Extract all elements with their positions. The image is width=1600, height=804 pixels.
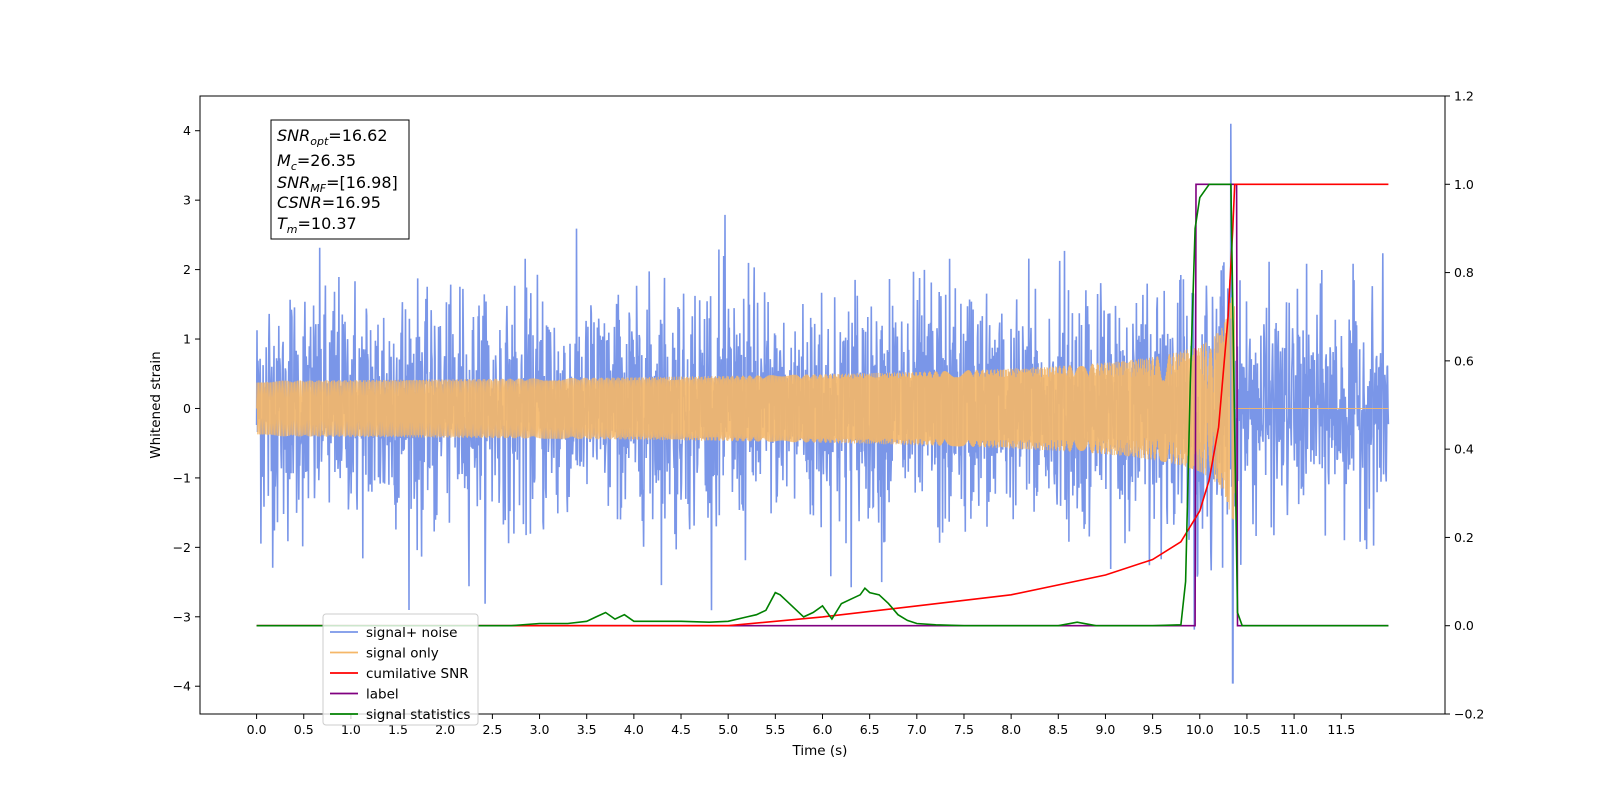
legend-label: cumilative SNR bbox=[366, 666, 469, 682]
x-tick-label: 11.5 bbox=[1327, 722, 1355, 737]
y2-tick-label: 0.6 bbox=[1454, 353, 1474, 368]
y-tick-label: 0 bbox=[183, 401, 191, 416]
series-signal-only bbox=[256, 297, 1389, 520]
x-tick-label: 2.5 bbox=[482, 722, 502, 737]
x-tick-label: 6.0 bbox=[813, 722, 833, 737]
legend: signal+ noise signal only cumilative SNR la… bbox=[322, 613, 479, 726]
y-tick-label: −4 bbox=[173, 679, 191, 694]
annotation-snr-mf: SNRMF=[16.98] bbox=[277, 173, 398, 195]
y-tick-label: −1 bbox=[173, 470, 191, 485]
series-cumulative-snr bbox=[256, 183, 1389, 627]
annotation-box: SNRopt=16.62 Mc=26.35 SNRMF=[16.98] CSNR… bbox=[270, 119, 410, 240]
annotation-mc: Mc=26.35 bbox=[277, 151, 356, 173]
x-tick-label: 1.0 bbox=[341, 722, 361, 737]
x-tick-label: 7.5 bbox=[954, 722, 974, 737]
x-tick-label: 1.5 bbox=[388, 722, 408, 737]
y-tick-label: 1 bbox=[183, 332, 191, 347]
annotation-snr-opt: SNRopt=16.62 bbox=[277, 126, 388, 148]
x-tick-label: 6.5 bbox=[860, 722, 880, 737]
y-tick-label: −3 bbox=[173, 609, 191, 624]
x-tick-label: 2.0 bbox=[435, 722, 455, 737]
series-signal-statistics bbox=[256, 183, 1389, 627]
y2-tick-label: 0.8 bbox=[1454, 265, 1474, 280]
y-tick-label: 3 bbox=[183, 193, 191, 208]
x-tick-label: 0.0 bbox=[247, 722, 267, 737]
y-tick-label: 4 bbox=[183, 123, 191, 138]
annotation-tm: Tm=10.37 bbox=[277, 214, 357, 236]
y-axis-left: −4 −3 −2 −1 0 1 2 3 4 bbox=[173, 123, 200, 694]
x-tick-label: 8.0 bbox=[1001, 722, 1021, 737]
annotation-frame bbox=[270, 119, 410, 240]
x-tick-label: 5.5 bbox=[765, 722, 785, 737]
legend-label: signal+ noise bbox=[366, 625, 457, 641]
x-tick-label: 9.5 bbox=[1143, 722, 1163, 737]
y-axis-right: −0.2 0.0 0.2 0.4 0.6 0.8 1.0 1.2 bbox=[1445, 89, 1484, 722]
x-tick-label: 3.5 bbox=[577, 722, 597, 737]
legend-label: signal statistics bbox=[366, 707, 470, 723]
legend-label: signal only bbox=[366, 646, 439, 662]
y2-tick-label: 0.2 bbox=[1454, 530, 1474, 545]
series-layer bbox=[255, 123, 1390, 684]
x-tick-label: 4.5 bbox=[671, 722, 691, 737]
y2-tick-label: 1.2 bbox=[1454, 89, 1474, 104]
x-tick-label: 10.5 bbox=[1233, 722, 1261, 737]
y-tick-label: −2 bbox=[173, 540, 191, 555]
y2-tick-label: 1.0 bbox=[1454, 177, 1474, 192]
x-tick-label: 9.0 bbox=[1096, 722, 1116, 737]
x-tick-label: 3.0 bbox=[530, 722, 550, 737]
x-tick-label: 11.0 bbox=[1280, 722, 1308, 737]
x-tick-label: 10.0 bbox=[1186, 722, 1214, 737]
x-tick-label: 0.5 bbox=[294, 722, 314, 737]
legend-frame bbox=[322, 613, 479, 726]
x-tick-label: 8.5 bbox=[1048, 722, 1068, 737]
legend-label: label bbox=[366, 687, 399, 703]
y2-tick-label: −0.2 bbox=[1454, 707, 1484, 722]
x-axis: 0.0 0.5 1.0 1.5 2.0 2.5 3.0 3.5 4.0 4.5 5.0 5.5 6.0 6… bbox=[247, 714, 1355, 737]
x-tick-label: 4.0 bbox=[624, 722, 644, 737]
x-axis-label: Time (s) bbox=[792, 743, 848, 759]
y-axis-label: Whitened strain bbox=[148, 351, 164, 458]
annotation-csnr: CSNR=16.95 bbox=[277, 193, 381, 212]
y-tick-label: 2 bbox=[183, 262, 191, 277]
x-tick-label: 5.0 bbox=[718, 722, 738, 737]
y2-tick-label: 0.4 bbox=[1454, 442, 1474, 457]
y2-tick-label: 0.0 bbox=[1454, 618, 1474, 633]
x-tick-label: 7.0 bbox=[907, 722, 927, 737]
